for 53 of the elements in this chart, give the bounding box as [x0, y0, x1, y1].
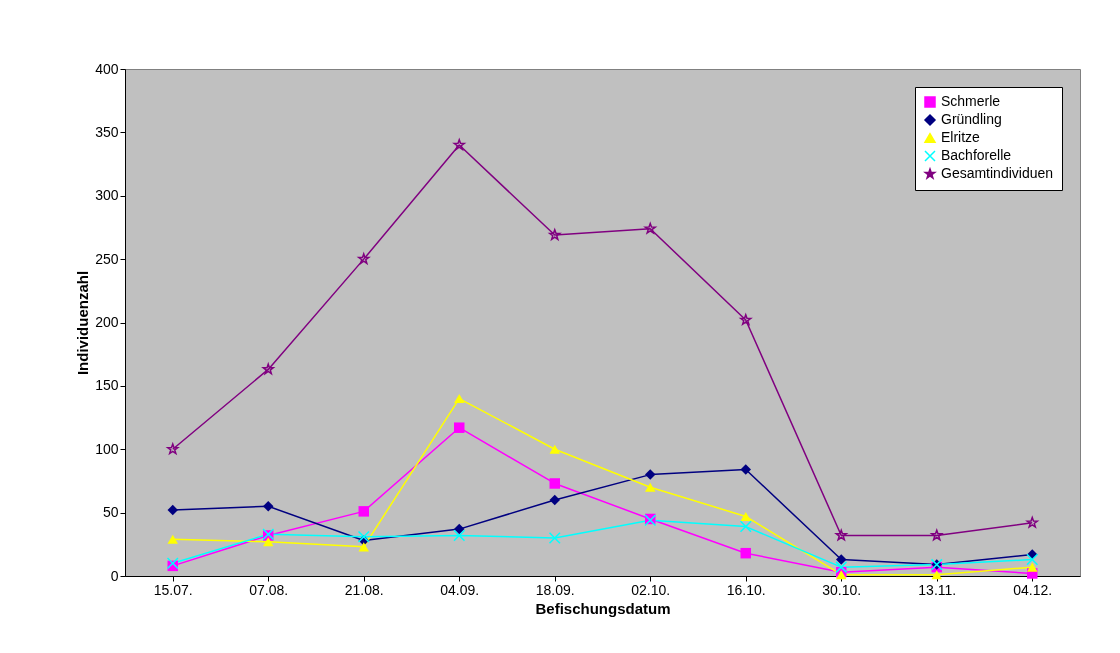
x-tick-label: 18.09.	[535, 581, 575, 598]
point	[1027, 562, 1038, 572]
y-tick-label: 300	[95, 187, 119, 204]
point	[454, 422, 465, 433]
legend-label: Bachforelle	[941, 147, 1012, 163]
y-tick-label: 250	[95, 250, 119, 267]
point	[836, 570, 847, 580]
point	[835, 561, 848, 574]
legend-label: Elritze	[941, 129, 981, 145]
point	[931, 570, 942, 580]
point	[167, 504, 178, 516]
y-axis-title: Individuenzahl	[74, 270, 92, 376]
point	[739, 520, 752, 533]
point	[358, 506, 369, 517]
x-tick-label: 07.08.	[249, 581, 289, 598]
legend-label: Schmerle	[941, 93, 1001, 109]
point	[357, 530, 370, 543]
y-tick-label: 400	[95, 60, 119, 77]
y-tick-label: 50	[102, 504, 119, 521]
point	[263, 501, 274, 512]
point	[454, 394, 465, 404]
point	[549, 478, 560, 489]
y-tick-label: 100	[95, 440, 119, 457]
point	[836, 554, 847, 565]
y-tick-label: 200	[95, 314, 119, 330]
point	[740, 547, 751, 559]
x-tick-label: 30.10.	[822, 581, 862, 598]
point	[454, 523, 465, 535]
x-tick-label: 02.10.	[631, 581, 671, 598]
x-tick-label: 15.07.	[153, 581, 193, 598]
legend-label: Gesamtindividuen	[941, 165, 1054, 181]
point	[645, 482, 656, 492]
y-tick-label: 0	[110, 567, 119, 584]
y-tick-label: 150	[95, 377, 119, 394]
y-tick-label: 350	[95, 123, 119, 140]
x-tick-label: 13.11.	[918, 581, 957, 598]
point	[740, 464, 751, 475]
point	[453, 529, 466, 542]
x-tick-label: 21.08.	[344, 581, 384, 598]
x-axis-title: Befischungsdatum	[535, 599, 671, 617]
point	[740, 511, 751, 521]
x-tick-label: 16.10.	[726, 581, 766, 598]
x-tick-label: 04.12.	[1013, 581, 1053, 598]
point	[549, 494, 560, 506]
point	[1026, 553, 1039, 566]
x-tick-label: 04.09.	[440, 581, 480, 598]
legend-label: Gründling	[941, 111, 1002, 127]
point	[548, 531, 561, 544]
point	[358, 542, 369, 552]
point	[549, 444, 560, 454]
point	[645, 469, 656, 480]
point	[167, 534, 178, 544]
point	[263, 537, 274, 547]
